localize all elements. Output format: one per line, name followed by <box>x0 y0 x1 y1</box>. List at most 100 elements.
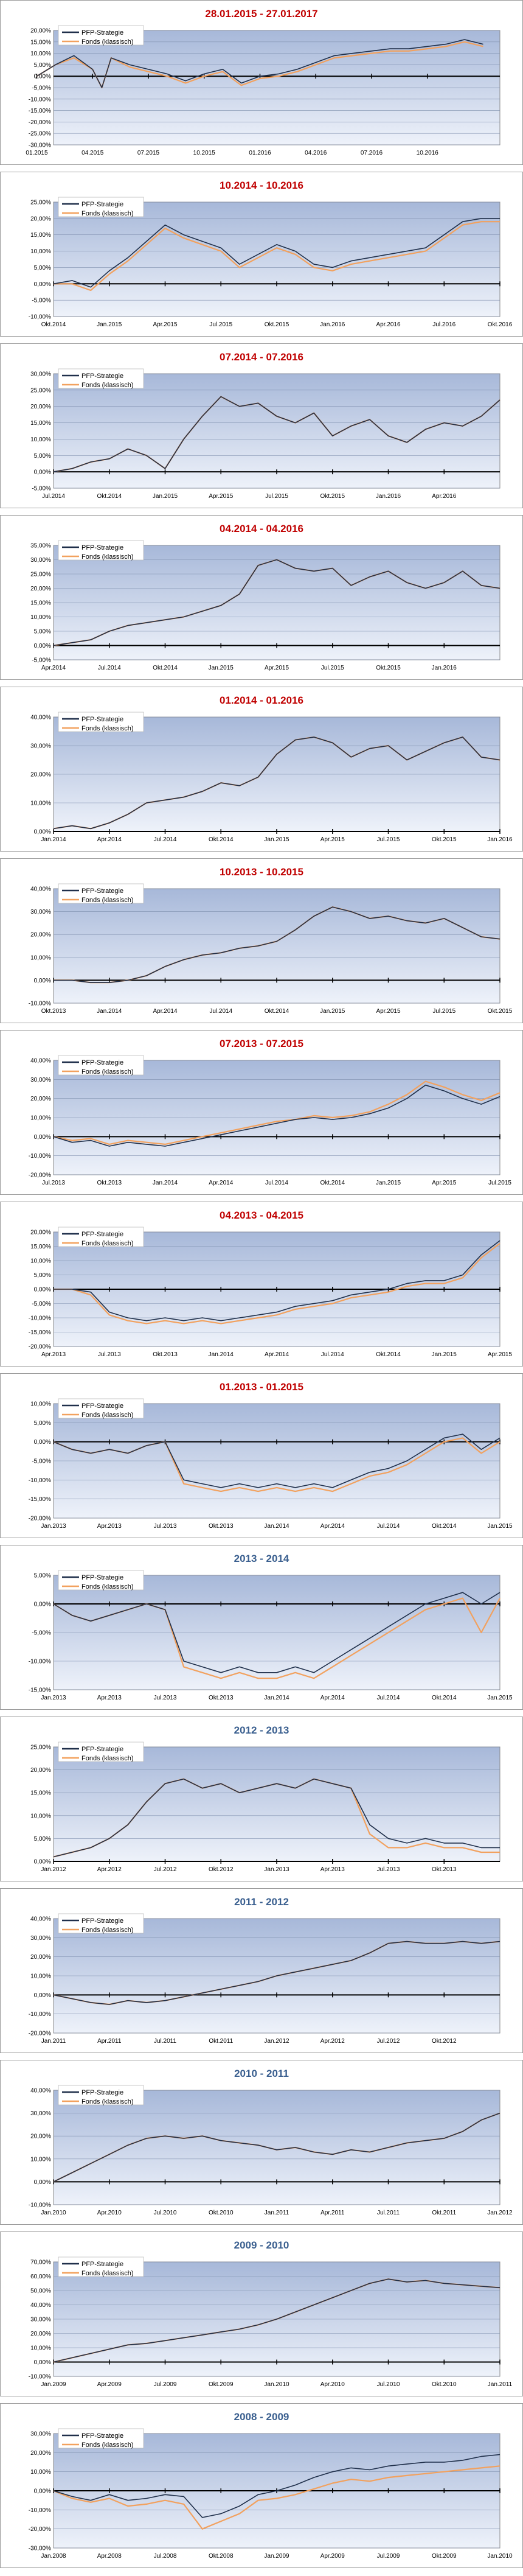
series-line-pfp <box>54 906 500 983</box>
y-tick-label: -20,00% <box>29 2031 51 2037</box>
x-tick-label: Jan.2013 <box>264 1866 289 1873</box>
y-tick-label: 0,00% <box>34 2179 51 2186</box>
y-tick-label: 20,00% <box>30 28 51 35</box>
x-tick-label: 01.2015 <box>26 150 48 156</box>
chart-title: 10.2013 - 10.2015 <box>220 866 303 878</box>
y-tick-label: -15,00% <box>29 1687 51 1694</box>
plot-area <box>53 2090 500 2205</box>
x-tick-label: Okt.2012 <box>209 1866 234 1873</box>
y-tick-label: 10,00% <box>30 1115 51 1122</box>
chart-svg-14: 2009 - 2010 70,00% 60,00% 50,00% 40,00% 30,00… <box>0 2231 523 2396</box>
chart-svg-7: 07.2013 - 07.2015 40,00% 30,00% 20,00% 10,00… <box>0 1030 523 1195</box>
y-tick-label: -20,00% <box>29 1344 51 1351</box>
y-tick-label: 40,00% <box>30 715 51 721</box>
x-tick-label: Jul.2014 <box>154 836 177 843</box>
legend-label-fonds: Fonds (klassisch) <box>81 2441 134 2449</box>
y-tick-label: 10,00% <box>30 614 51 621</box>
legend-label-fonds: Fonds (klassisch) <box>81 725 134 732</box>
y-tick-label: 15,00% <box>30 39 51 46</box>
series-line-pfp <box>53 1592 500 1673</box>
x-tick-label: Okt.2014 <box>320 1180 345 1186</box>
y-tick-label: -10,00% <box>29 2202 51 2209</box>
legend-label-fonds: Fonds (klassisch) <box>81 1755 134 1762</box>
x-tick-label: Jul.2012 <box>377 2038 400 2045</box>
chart-title: 28.01.2015 - 27.01.2017 <box>205 8 317 19</box>
x-tick-label: Okt.2009 <box>209 2381 234 2388</box>
x-tick-label: Apr.2009 <box>320 2553 345 2560</box>
x-tick-label: Jan.2016 <box>487 836 513 843</box>
legend-label-pfp: PFP-Strategie <box>81 716 123 723</box>
x-tick-label: Apr.2012 <box>97 1866 122 1873</box>
x-tick-label: 04.2016 <box>305 150 327 156</box>
y-tick-label: 10,00% <box>30 1973 51 1980</box>
x-tick-label: Okt.2009 <box>432 2553 457 2560</box>
legend-label-pfp: PFP-Strategie <box>81 1917 123 1925</box>
x-tick-label: Jan.2015 <box>97 321 122 328</box>
series-line-pfp <box>53 559 500 646</box>
x-tick-label: 10.2015 <box>193 150 216 156</box>
x-tick-label: Jul.2010 <box>377 2381 400 2388</box>
x-tick-label: Apr.2015 <box>432 1180 456 1186</box>
y-tick-label: 40,00% <box>30 1916 51 1923</box>
x-tick-label: Jul.2011 <box>377 2210 400 2216</box>
y-tick-label: 30,00% <box>30 2317 51 2323</box>
x-tick-label: Jul.2008 <box>154 2553 177 2560</box>
x-tick-label: Apr.2014 <box>153 1008 177 1015</box>
x-tick-label: Jan.2015 <box>209 665 234 671</box>
y-tick-label: 0,00% <box>34 1601 51 1608</box>
y-tick-label: 15,00% <box>30 232 51 239</box>
chart-title: 2009 - 2010 <box>234 2239 289 2251</box>
x-tick-label: Jul.2015 <box>488 1180 511 1186</box>
y-tick-label: 5,00% <box>34 1573 51 1580</box>
x-tick-label: Jul.2016 <box>432 321 455 328</box>
x-tick-label: Jan.2016 <box>320 321 345 328</box>
chart-title: 2012 - 2013 <box>234 1724 289 1736</box>
legend-label-fonds: Fonds (klassisch) <box>81 897 134 904</box>
y-tick-label: 0,00% <box>34 2488 51 2495</box>
legend-label-pfp: PFP-Strategie <box>81 544 123 551</box>
chart-panel-7: 07.2013 - 07.2015 40,00% 30,00% 20,00% 10,00… <box>0 1030 523 1202</box>
x-tick-label: Okt.2014 <box>97 493 122 500</box>
y-tick-label: 0,00% <box>34 643 51 649</box>
x-tick-label: Jul.2013 <box>154 1695 177 1701</box>
x-tick-label: Jul.2015 <box>209 321 232 328</box>
x-tick-label: Okt.2013 <box>153 1351 178 1358</box>
y-tick-label: 25,00% <box>30 387 51 394</box>
x-tick-label: Jan.2015 <box>264 836 289 843</box>
x-tick-label: Jul.2015 <box>432 1008 455 1015</box>
chart-panel-3: 07.2014 - 07.2016 30,00% 25,00% 20,00% 15,00… <box>0 343 523 515</box>
chart-svg-13: 2010 - 2011 40,00% 30,00% 20,00% 10,00% 0,00%… <box>0 2060 523 2225</box>
y-tick-label: 0,00% <box>34 978 51 984</box>
x-tick-label: Jan.2011 <box>488 2381 513 2388</box>
y-tick-label: 10,00% <box>30 436 51 443</box>
x-tick-label: Apr.2014 <box>41 665 66 671</box>
x-tick-label: Apr.2013 <box>97 1523 122 1530</box>
y-tick-label: 20,00% <box>30 2133 51 2140</box>
x-tick-label: Okt.2016 <box>488 321 513 328</box>
legend-label-pfp: PFP-Strategie <box>81 1746 123 1753</box>
x-tick-label: Jul.2015 <box>321 665 344 671</box>
x-tick-label: Apr.2012 <box>320 2038 345 2045</box>
x-tick-label: Jan.2015 <box>320 1008 345 1015</box>
x-tick-label: Okt.2015 <box>265 321 289 328</box>
x-tick-label: Apr.2008 <box>97 2553 122 2560</box>
y-tick-label: 5,00% <box>34 1420 51 1427</box>
x-tick-label: Jan.2013 <box>41 1695 66 1701</box>
y-tick-label: 10,00% <box>30 2469 51 2476</box>
x-tick-label: Jan.2013 <box>41 1523 66 1530</box>
chart-svg-4: 04.2014 - 04.2016 35,00% 30,00% 25,00% 20,00… <box>0 515 523 680</box>
legend-label-fonds: Fonds (klassisch) <box>81 1240 134 1247</box>
y-tick-label: -20,00% <box>29 2526 51 2533</box>
x-tick-label: Okt.2013 <box>209 1523 234 1530</box>
legend-label-pfp: PFP-Strategie <box>81 2089 123 2096</box>
x-tick-label: Apr.2011 <box>97 2038 122 2045</box>
y-tick-label: 5,00% <box>34 1272 51 1279</box>
y-tick-label: 25,00% <box>30 1745 51 1751</box>
chart-panel-1: 28.01.2015 - 27.01.2017 20,00% 15,00% 10,00… <box>0 0 523 172</box>
y-tick-label: 10,00% <box>30 51 51 57</box>
y-tick-label: 10,00% <box>30 2156 51 2163</box>
